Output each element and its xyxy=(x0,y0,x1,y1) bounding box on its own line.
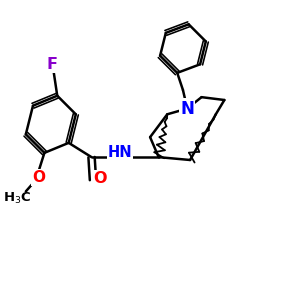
Text: F: F xyxy=(46,57,58,72)
Text: N: N xyxy=(180,100,194,118)
Text: HN: HN xyxy=(108,146,132,160)
Text: O: O xyxy=(93,171,107,186)
Text: O: O xyxy=(32,169,45,184)
Text: H$_3$C: H$_3$C xyxy=(3,191,32,206)
